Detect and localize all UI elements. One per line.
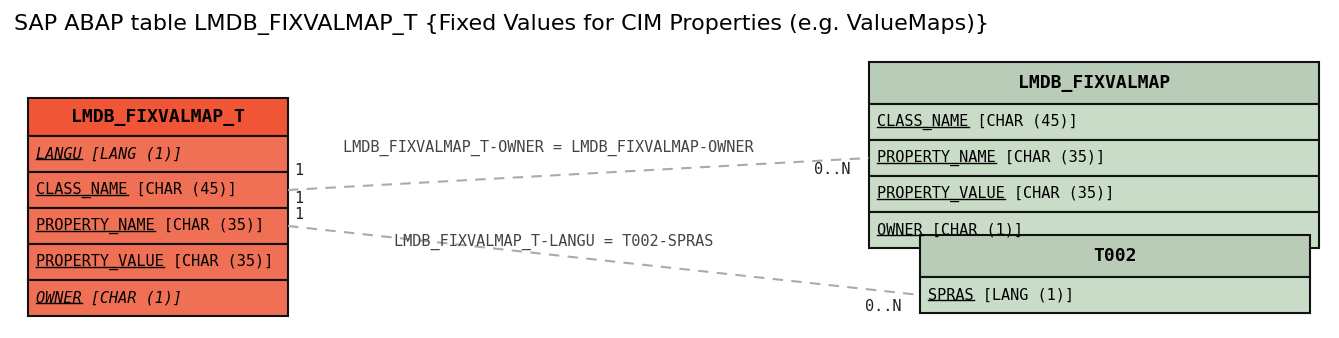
Bar [869, 176, 1319, 212]
Text: CLASS_NAME [CHAR (45)]: CLASS_NAME [CHAR (45)] [877, 114, 1078, 130]
Bar [869, 212, 1319, 248]
Text: PROPERTY_NAME [CHAR (35)]: PROPERTY_NAME [CHAR (35)] [877, 150, 1105, 166]
Text: PROPERTY_NAME [CHAR (35)]: PROPERTY_NAME [CHAR (35)] [36, 218, 264, 234]
Text: PROPERTY_VALUE [CHAR (35)]: PROPERTY_VALUE [CHAR (35)] [36, 254, 273, 270]
Bar [28, 136, 288, 172]
Text: 0..N: 0..N [814, 162, 850, 177]
Text: LMDB_FIXVALMAP: LMDB_FIXVALMAP [1018, 74, 1170, 92]
Bar [920, 277, 1310, 313]
Text: 1: 1 [295, 163, 303, 178]
Text: T002: T002 [1093, 247, 1137, 265]
Bar [28, 208, 288, 244]
Text: SAP ABAP table LMDB_FIXVALMAP_T {Fixed Values for CIM Properties (e.g. ValueMaps: SAP ABAP table LMDB_FIXVALMAP_T {Fixed V… [13, 14, 990, 35]
Text: LANGU [LANG (1)]: LANGU [LANG (1)] [36, 146, 182, 162]
Bar [28, 244, 288, 280]
Text: CLASS_NAME [CHAR (45)]: CLASS_NAME [CHAR (45)] [36, 182, 237, 198]
Text: LMDB_FIXVALMAP_T: LMDB_FIXVALMAP_T [71, 108, 245, 126]
Bar [920, 235, 1310, 277]
Bar [869, 62, 1319, 104]
Text: OWNER [CHAR (1)]: OWNER [CHAR (1)] [36, 290, 182, 306]
Bar [869, 140, 1319, 176]
Text: PROPERTY_VALUE [CHAR (35)]: PROPERTY_VALUE [CHAR (35)] [877, 186, 1114, 202]
Text: 0..N: 0..N [865, 299, 901, 314]
Text: SPRAS [LANG (1)]: SPRAS [LANG (1)] [928, 288, 1074, 303]
Bar [869, 104, 1319, 140]
Bar [28, 280, 288, 316]
Text: 1: 1 [295, 191, 303, 206]
Bar [28, 172, 288, 208]
Text: LMDB_FIXVALMAP_T-LANGU = T002-SPRAS: LMDB_FIXVALMAP_T-LANGU = T002-SPRAS [394, 234, 714, 250]
Text: OWNER [CHAR (1)]: OWNER [CHAR (1)] [877, 222, 1023, 238]
Text: LMDB_FIXVALMAP_T-OWNER = LMDB_FIXVALMAP-OWNER: LMDB_FIXVALMAP_T-OWNER = LMDB_FIXVALMAP-… [343, 140, 754, 156]
Bar [28, 98, 288, 136]
Text: 1: 1 [295, 207, 303, 222]
